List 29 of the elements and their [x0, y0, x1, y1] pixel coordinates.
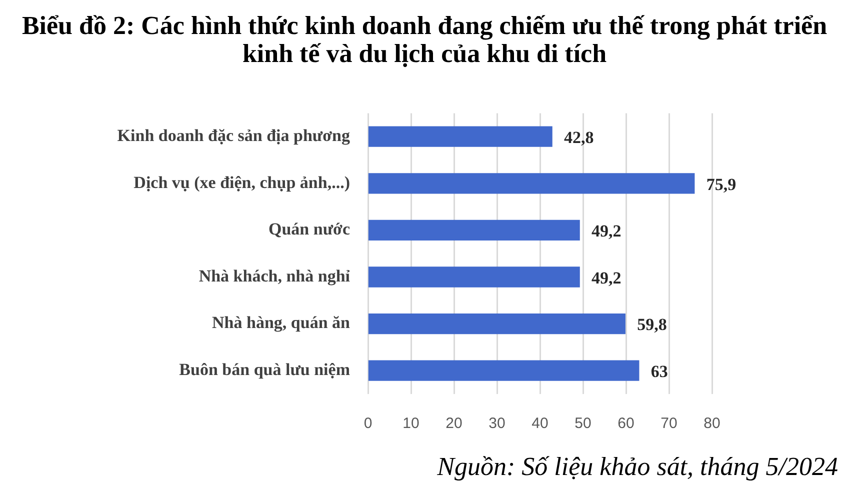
y-tick-label: Kinh doanh đặc sản địa phương — [117, 126, 350, 145]
data-label: 63 — [650, 362, 668, 381]
bar — [368, 360, 640, 381]
x-tick-label: 10 — [402, 415, 420, 432]
text: Nguồn: Số liệu khảo sát, tháng 5/2024 — [437, 452, 838, 482]
bar — [368, 313, 626, 334]
x-tick-label: 60 — [618, 415, 634, 432]
x-tick-label: 0 — [364, 415, 372, 432]
data-label: 49,2 — [592, 222, 622, 241]
data-label: 42,8 — [564, 128, 594, 147]
x-tick-label: 40 — [532, 415, 548, 432]
y-tick-label: Buôn bán quà lưu niệm — [179, 360, 350, 379]
y-tick-label: Nhà khách, nhà nghỉ — [198, 266, 350, 286]
data-label: 59,8 — [637, 315, 667, 334]
x-tick-label: 20 — [446, 415, 462, 432]
x-tick-label: 30 — [488, 415, 506, 432]
y-tick-label: Nhà hàng, quán ăn — [212, 313, 351, 332]
data-label: 49,2 — [592, 268, 622, 288]
chart-title: Biểu đồ 2: Các hình thức kinh doanh đang chiếm ưu thế trong phát triển kinh tế và du lịch của khu di tích — [20, 11, 828, 68]
bar — [368, 173, 695, 194]
bar — [368, 220, 580, 241]
y-tick-label: Quán nước — [268, 220, 350, 239]
y-tick-label: Dịch vụ (xe điện, chụp ảnh,...) — [134, 172, 350, 192]
x-tick-label: 50 — [574, 415, 592, 432]
bar — [368, 266, 580, 288]
x-tick-label: 80 — [704, 415, 720, 432]
x-tick-label: 70 — [660, 415, 678, 432]
bar — [368, 126, 552, 147]
data-label: 75,9 — [706, 174, 736, 194]
